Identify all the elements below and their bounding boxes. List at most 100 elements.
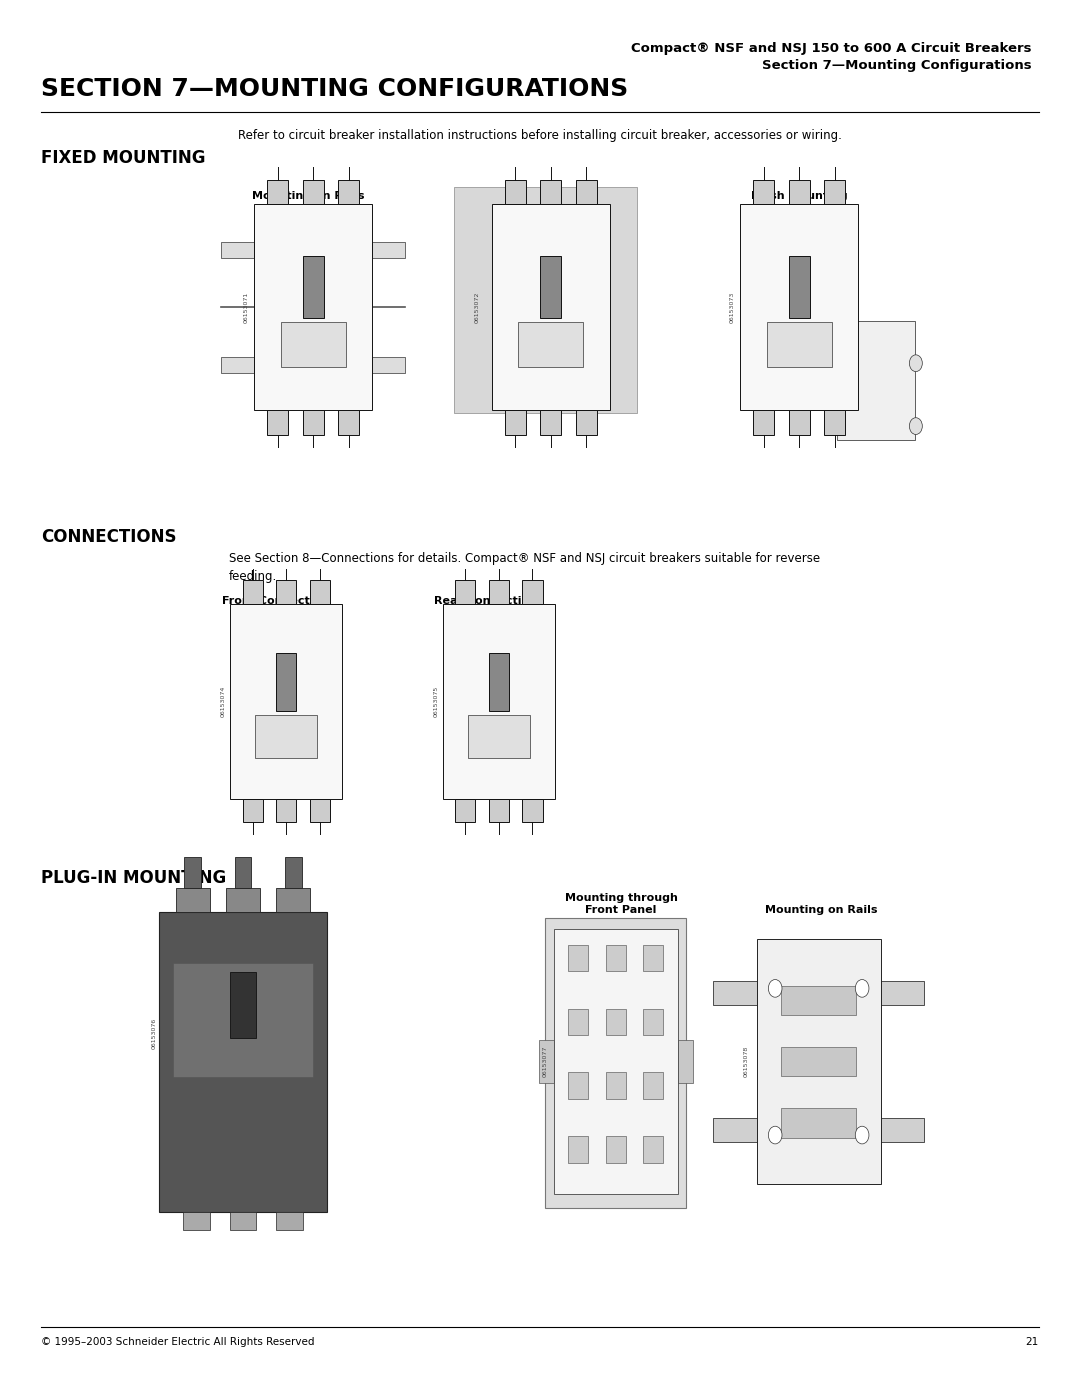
Bar	[173, 963, 313, 1077]
Bar	[469, 715, 529, 757]
Bar	[281, 321, 346, 367]
Bar	[523, 799, 542, 821]
Bar	[740, 204, 859, 411]
Circle shape	[768, 1126, 782, 1144]
Text: 06153075: 06153075	[434, 686, 438, 717]
Text: 06153073: 06153073	[730, 292, 734, 323]
Bar	[540, 180, 562, 204]
Bar	[176, 887, 210, 912]
Text: Flush Mounting: Flush Mounting	[751, 191, 848, 201]
Bar	[606, 1136, 625, 1162]
Text: Refer to circuit breaker installation instructions before installing circuit bre: Refer to circuit breaker installation in…	[238, 129, 842, 141]
Bar	[338, 411, 360, 434]
Text: 06153077: 06153077	[543, 1046, 548, 1077]
Bar	[226, 887, 259, 912]
Bar	[221, 242, 254, 258]
Bar	[456, 581, 475, 604]
Bar	[256, 715, 316, 757]
Bar	[373, 242, 405, 258]
Bar	[160, 911, 326, 1211]
Text: © 1995–2003 Schneider Electric All Rights Reserved: © 1995–2003 Schneider Electric All Right…	[41, 1337, 314, 1347]
Bar	[544, 918, 687, 1208]
Text: Section 7—Mounting Configurations: Section 7—Mounting Configurations	[761, 59, 1031, 71]
Bar	[568, 1136, 589, 1162]
Bar	[540, 256, 562, 317]
Bar	[767, 321, 832, 367]
Bar	[302, 411, 324, 434]
Bar	[276, 799, 296, 821]
Bar	[753, 180, 774, 204]
Bar	[185, 858, 201, 887]
Bar	[788, 411, 810, 434]
Bar	[491, 204, 610, 411]
Text: 06153071: 06153071	[244, 292, 248, 323]
Bar	[753, 411, 774, 434]
Bar	[504, 180, 526, 204]
Text: Compact® NSF and NSJ 150 to 600 A Circuit Breakers: Compact® NSF and NSJ 150 to 600 A Circui…	[631, 42, 1031, 54]
Bar	[643, 944, 663, 971]
Bar	[788, 256, 810, 317]
Bar	[782, 1108, 855, 1137]
Bar	[338, 180, 360, 204]
Text: 06153074: 06153074	[221, 686, 226, 717]
Bar	[523, 581, 542, 604]
Bar	[643, 1009, 663, 1035]
Bar	[824, 180, 846, 204]
Text: See Section 8—Connections for details. Compact® NSF and NSJ circuit breakers sui: See Section 8—Connections for details. C…	[229, 552, 820, 583]
Text: 06153076: 06153076	[152, 1018, 157, 1049]
Bar	[713, 981, 924, 1006]
Circle shape	[768, 979, 782, 997]
Bar	[230, 972, 256, 1038]
Bar	[788, 180, 810, 204]
Text: Front Connection: Front Connection	[221, 597, 329, 606]
Text: SECTION 7—MOUNTING CONFIGURATIONS: SECTION 7—MOUNTING CONFIGURATIONS	[41, 77, 629, 101]
Text: 06153072: 06153072	[475, 292, 480, 323]
Text: Mounting on Rails: Mounting on Rails	[252, 191, 364, 201]
Circle shape	[909, 418, 922, 434]
Bar	[643, 1136, 663, 1162]
Bar	[276, 652, 296, 711]
Bar	[243, 581, 262, 604]
Bar	[267, 180, 288, 204]
Bar	[504, 411, 526, 434]
Bar	[276, 887, 310, 912]
Text: Mounting on Backplate: Mounting on Backplate	[478, 191, 623, 201]
Bar	[606, 1009, 625, 1035]
Text: 21: 21	[1026, 1337, 1039, 1347]
Bar	[310, 581, 329, 604]
Bar	[678, 1041, 692, 1083]
Bar	[568, 1073, 589, 1099]
Bar	[221, 356, 254, 373]
Bar	[234, 858, 252, 887]
Bar	[285, 858, 301, 887]
Bar	[254, 204, 373, 411]
Bar	[756, 939, 881, 1185]
Text: FIXED MOUNTING: FIXED MOUNTING	[41, 149, 205, 168]
Bar	[243, 799, 262, 821]
Bar	[713, 1118, 924, 1143]
Circle shape	[855, 1126, 869, 1144]
Bar	[373, 356, 405, 373]
Bar	[310, 799, 329, 821]
Text: Rear Connection: Rear Connection	[434, 597, 538, 606]
Bar	[606, 1073, 625, 1099]
Bar	[539, 1041, 554, 1083]
Circle shape	[909, 355, 922, 372]
Bar	[606, 944, 625, 971]
Bar	[454, 187, 637, 414]
Bar	[576, 411, 597, 434]
Text: Mounting on Rails: Mounting on Rails	[765, 905, 877, 915]
Text: PLUG-IN MOUNTING: PLUG-IN MOUNTING	[41, 869, 227, 887]
Bar	[568, 1009, 589, 1035]
Bar	[276, 1211, 303, 1229]
Bar	[782, 1048, 855, 1076]
Bar	[824, 411, 846, 434]
Bar	[782, 986, 855, 1016]
Bar	[518, 321, 583, 367]
Bar	[568, 944, 589, 971]
Bar	[443, 604, 555, 799]
Bar	[230, 604, 342, 799]
Bar	[489, 652, 509, 711]
Text: 06153078: 06153078	[744, 1046, 748, 1077]
Bar	[456, 799, 475, 821]
